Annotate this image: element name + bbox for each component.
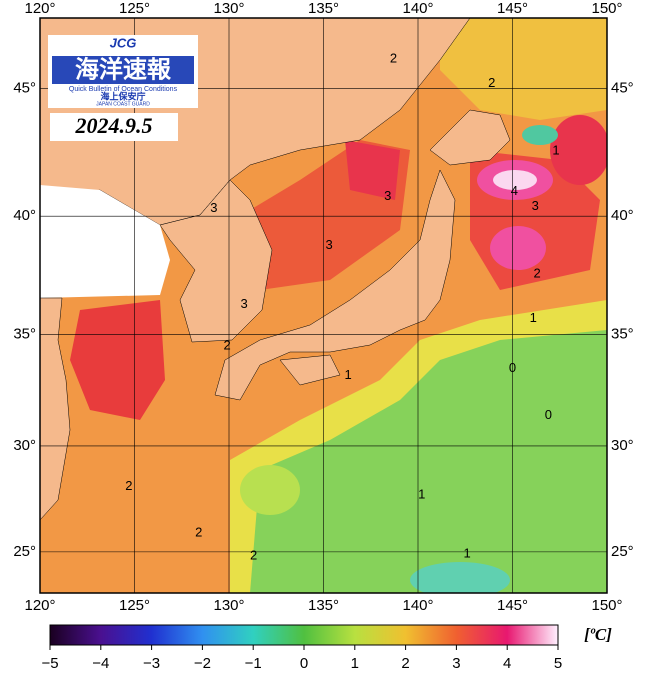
lat-tick-label: 25° xyxy=(611,543,634,560)
colorbar-tick-label: 2 xyxy=(401,655,409,672)
date-box xyxy=(50,113,178,141)
contour-label: 2 xyxy=(488,75,495,90)
lon-tick-label: 140° xyxy=(402,0,433,17)
logo-subtitle: Quick Bulletin of Ocean Conditions xyxy=(69,86,178,93)
logo-agency-en: JAPAN COAST GUARD xyxy=(96,101,150,107)
lat-tick-label: 35° xyxy=(611,326,634,343)
lon-tick-label: 150° xyxy=(591,597,622,614)
logo-band xyxy=(52,56,194,84)
contour-label: 3 xyxy=(326,237,333,252)
contour-label: 2 xyxy=(125,478,132,493)
logo: JCG 海洋速報 Quick Bulletin of Ocean Conditi… xyxy=(48,35,198,108)
colorbar-tick-label: −1 xyxy=(245,655,262,672)
contour-label: 2 xyxy=(223,337,230,352)
lon-tick-label: 145° xyxy=(497,597,528,614)
colorbar-ticks: −5 −4 −3 −2 −1 0 1 2 3 4 5 xyxy=(41,645,562,672)
logo-name: 海洋速報 xyxy=(75,55,172,83)
contour-label: 2 xyxy=(390,51,397,66)
contour-label: 1 xyxy=(418,487,425,502)
map-frame xyxy=(39,17,608,594)
colorbar-tick-label: −5 xyxy=(41,655,58,672)
contour-label: 4 xyxy=(511,183,518,198)
contour-label: 3 xyxy=(532,198,539,213)
contour-label: 1 xyxy=(552,143,559,158)
colorbar-tick-label: 0 xyxy=(300,655,308,672)
lat-tick-label: 25° xyxy=(13,543,36,560)
contour-label: 1 xyxy=(344,367,351,382)
lat-tick-label: 35° xyxy=(13,326,36,343)
colorbar-tick-label: −2 xyxy=(194,655,211,672)
colorbar-tick-label: −4 xyxy=(92,655,109,672)
colorbar-tick-label: −3 xyxy=(143,655,160,672)
logo-mark: JCG xyxy=(110,35,137,50)
contour-label: 1 xyxy=(464,545,471,560)
contour-label: 0 xyxy=(545,407,552,422)
lon-tick-label: 150° xyxy=(591,0,622,17)
colorbar-tick-label: 5 xyxy=(554,655,562,672)
lon-tick-label: 125° xyxy=(119,597,150,614)
contour-label: 3 xyxy=(241,296,248,311)
contour-label: 3 xyxy=(384,188,391,203)
lat-tick-label: 40° xyxy=(13,207,36,224)
lon-tick-label: 120° xyxy=(24,0,55,17)
colorbar-tick-label: 3 xyxy=(452,655,460,672)
lon-tick-label: 135° xyxy=(308,0,339,17)
lon-tick-label: 140° xyxy=(402,597,433,614)
lon-tick-label: 120° xyxy=(24,597,55,614)
lon-tick-label: 135° xyxy=(308,597,339,614)
lon-tick-label: 130° xyxy=(213,597,244,614)
colorbar-unit: [ºC] xyxy=(584,625,612,644)
colorbar xyxy=(49,624,559,646)
contour-label: 2 xyxy=(533,265,540,280)
logo-agency: 海上保安庁 xyxy=(100,90,145,101)
lat-tick-label: 45° xyxy=(611,80,634,97)
contour-label: 2 xyxy=(250,547,257,562)
contour-label: 2 xyxy=(195,525,202,540)
lat-tick-label: 30° xyxy=(611,437,634,454)
colorbar-tick-label: 1 xyxy=(351,655,359,672)
contour-label: 1 xyxy=(530,310,537,325)
colorbar-tick-label: 4 xyxy=(503,655,511,672)
lat-tick-label: 30° xyxy=(13,437,36,454)
contour-label: 0 xyxy=(509,360,516,375)
contour-label: 3 xyxy=(210,200,217,215)
lat-tick-label: 45° xyxy=(13,80,36,97)
lon-tick-label: 130° xyxy=(213,0,244,17)
lon-tick-label: 145° xyxy=(497,0,528,17)
date: 2024.9.5 xyxy=(75,113,153,138)
lat-tick-label: 40° xyxy=(611,207,634,224)
lon-tick-label: 125° xyxy=(119,0,150,17)
